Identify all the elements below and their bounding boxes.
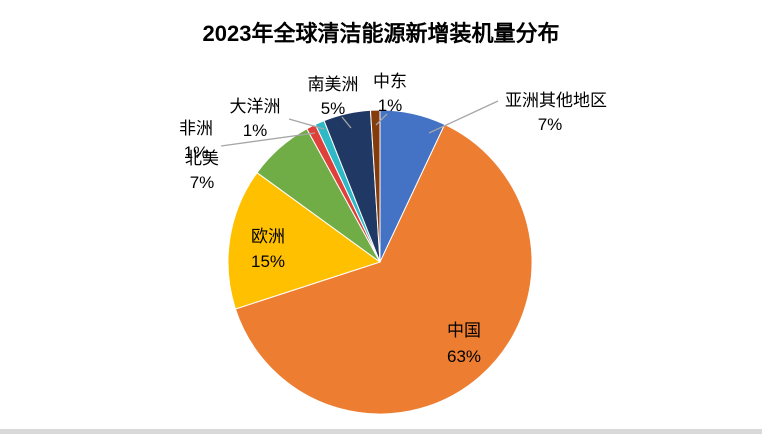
leader-line-南美洲 — [341, 116, 352, 129]
slice-value: 7% — [538, 115, 563, 134]
slice-value: 1% — [243, 121, 268, 140]
slice-value: 5% — [321, 99, 346, 118]
pie-slice-欧洲 — [227, 171, 382, 310]
leader-line-亚洲其他地区 — [428, 100, 499, 134]
leader-line-非洲 — [220, 132, 316, 147]
slice-label: 亚洲其他地区 — [505, 91, 607, 110]
leader-line-中东 — [375, 113, 388, 126]
pie-slice-中国 — [234, 123, 533, 415]
slice-label: 南美洲 — [308, 75, 359, 94]
slice-value: 7% — [190, 173, 215, 192]
chart-title: 2023年全球清洁能源新增装机量分布 — [202, 21, 560, 46]
slice-label: 欧洲 — [251, 227, 285, 246]
slice-label: 非洲 — [179, 119, 213, 138]
slice-value: 63% — [447, 347, 481, 366]
bottom-border — [0, 429, 762, 434]
slice-label: 中东 — [373, 72, 407, 91]
pie-slice-中东 — [369, 109, 381, 263]
slice-label: 北美 — [185, 149, 219, 168]
slice-value: 15% — [251, 252, 285, 271]
leader-line-大洋洲 — [288, 118, 325, 130]
slice-value: 1% — [184, 143, 209, 162]
slice-value: 1% — [378, 96, 403, 115]
slice-label: 中国 — [447, 321, 481, 340]
slice-label: 大洋洲 — [230, 97, 281, 116]
